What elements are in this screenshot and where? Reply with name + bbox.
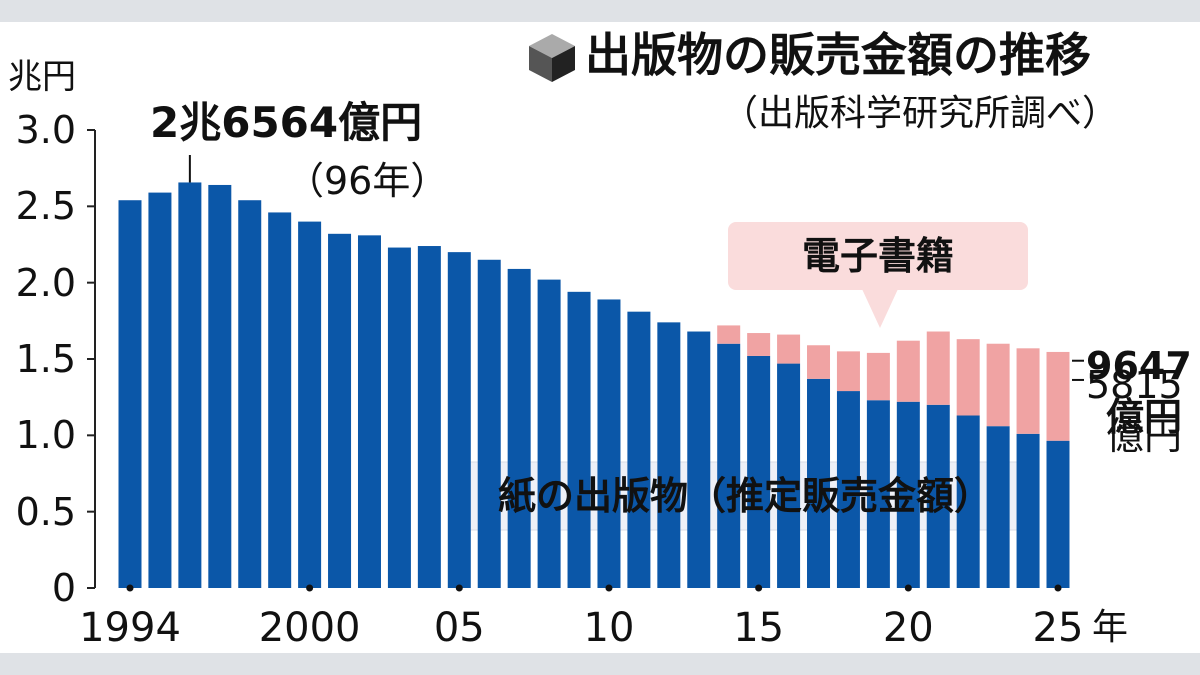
bar	[956, 415, 980, 588]
x-tick-dot	[455, 584, 463, 592]
x-tick-label: 2000	[258, 605, 361, 651]
x-tick-dot	[605, 584, 613, 592]
y-tick-label: 0.5	[15, 489, 76, 534]
top-strip	[0, 0, 1200, 22]
legend-label: 電子書籍	[801, 234, 954, 278]
chart-title: 出版物の販売金額の推移	[585, 28, 1091, 82]
bar	[866, 352, 890, 401]
bar	[747, 333, 771, 356]
x-tick-dot	[755, 584, 763, 592]
bar	[507, 268, 531, 588]
bar	[896, 340, 920, 402]
y-tick-label: 2.0	[15, 260, 76, 305]
bar	[357, 235, 381, 588]
x-tick-label: 1994	[79, 605, 181, 651]
legend-box	[728, 222, 1028, 290]
bar	[777, 334, 801, 364]
bar	[417, 246, 441, 588]
x-tick-label: 20	[882, 605, 934, 651]
x-tick-dot	[126, 584, 134, 592]
y-tick-label: 3.0	[15, 108, 76, 152]
bar	[148, 192, 172, 589]
bar	[627, 311, 651, 588]
bar	[597, 299, 621, 588]
y-tick-label: 0	[51, 566, 76, 610]
bar	[477, 259, 501, 588]
y-axis-label: 兆円	[8, 57, 76, 97]
x-tick-dot	[306, 584, 314, 592]
bar	[836, 391, 860, 588]
bar	[447, 252, 471, 588]
bar	[926, 331, 950, 405]
bar	[657, 322, 681, 588]
bottom-strip	[0, 653, 1200, 675]
x-tick-label: 10	[583, 605, 635, 651]
y-tick-label: 1.5	[15, 337, 76, 381]
annotation: （96年）	[286, 159, 449, 203]
x-tick-label: 05	[433, 605, 485, 651]
bar	[208, 184, 232, 588]
bar	[387, 247, 411, 588]
bar	[747, 355, 771, 588]
chart-subtitle: （出版科学研究所調べ）	[722, 93, 1119, 134]
bar	[717, 325, 741, 344]
bar	[807, 345, 831, 379]
legend-pointer	[862, 289, 898, 328]
bar	[268, 212, 292, 588]
title-icon	[529, 34, 575, 82]
bar	[986, 343, 1010, 427]
bar	[896, 401, 920, 588]
bar	[118, 200, 142, 588]
legend-label: 紙の出版物（推定販売金額）	[497, 474, 992, 518]
bar	[328, 233, 352, 588]
bar	[687, 331, 711, 588]
value-label: 9647億円	[1086, 343, 1192, 440]
x-tick-label: 25	[1032, 605, 1084, 651]
bar	[926, 404, 950, 588]
bar	[567, 291, 591, 588]
bar	[1046, 351, 1070, 441]
x-axis-unit: 年	[1092, 607, 1129, 648]
y-tick-label: 1.0	[15, 413, 76, 458]
value-label: 2兆6564億円	[150, 98, 423, 147]
x-tick-dot	[904, 584, 912, 592]
value-label: 5815億円	[1086, 362, 1183, 459]
bar	[1046, 440, 1070, 588]
bar	[1016, 348, 1040, 434]
bar	[956, 339, 980, 416]
y-tick-label: 2.5	[15, 184, 76, 229]
bar	[866, 400, 890, 588]
bar	[238, 200, 262, 588]
bar	[986, 426, 1010, 588]
bar	[777, 363, 801, 588]
bar	[537, 279, 561, 588]
bar	[298, 221, 322, 588]
bar	[717, 343, 741, 588]
bar	[836, 351, 860, 392]
x-tick-label: 15	[733, 605, 785, 651]
bar	[1016, 433, 1040, 588]
x-tick-dot	[1054, 584, 1062, 592]
bar	[178, 182, 202, 588]
bar	[807, 378, 831, 588]
